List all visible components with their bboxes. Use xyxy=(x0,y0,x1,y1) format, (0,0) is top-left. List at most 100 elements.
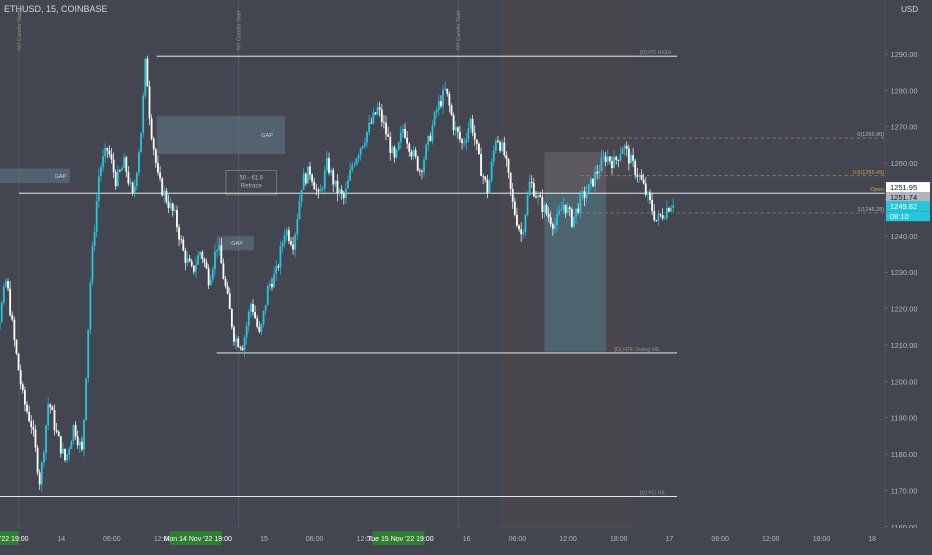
candle-body xyxy=(391,147,393,153)
candle-body xyxy=(22,384,24,390)
candle-body xyxy=(417,157,419,171)
candle-body xyxy=(649,192,651,200)
retrace-label: Retrace xyxy=(241,183,263,189)
candle-body xyxy=(672,205,674,207)
candle-body xyxy=(37,448,39,473)
candle-body xyxy=(138,152,140,173)
candle-body xyxy=(546,205,548,214)
candle-body xyxy=(601,158,603,171)
candle-body xyxy=(140,133,142,152)
session-start-label: NY Candle Start xyxy=(17,10,23,50)
candle-body xyxy=(579,194,581,213)
candle-body xyxy=(573,217,575,227)
candle-body xyxy=(227,286,229,293)
candle-body xyxy=(529,182,531,195)
candle-body xyxy=(123,157,125,168)
candle-body xyxy=(476,140,478,144)
candle-body xyxy=(277,266,279,267)
candle-body xyxy=(77,436,79,445)
candle-body xyxy=(231,309,233,327)
candle-body xyxy=(590,179,592,184)
symbol-title: ETHUSD, 15, COINBASE xyxy=(4,4,108,14)
candle-body xyxy=(429,136,431,141)
candle-body xyxy=(339,190,341,194)
price-label-text: 1249.82 xyxy=(890,202,917,211)
candle-body xyxy=(436,110,438,112)
candle-body xyxy=(569,207,571,209)
candle-body xyxy=(453,115,455,130)
time-tick-label: 18:00 xyxy=(813,536,831,543)
candle-body xyxy=(275,266,277,273)
candle-body xyxy=(626,146,628,149)
candle-body xyxy=(111,154,113,159)
candle-body xyxy=(372,113,374,123)
candle-body xyxy=(400,133,402,143)
candle-body xyxy=(465,139,467,143)
candle-body xyxy=(444,89,446,90)
candle-body xyxy=(172,203,174,211)
candle-body xyxy=(3,287,5,303)
candle-body xyxy=(89,282,91,329)
time-tick-label: 18 xyxy=(868,536,876,543)
candle-body xyxy=(446,89,448,94)
open-label: Open xyxy=(871,187,884,193)
candle-body xyxy=(353,165,355,166)
candle-body xyxy=(641,175,643,180)
gap-label: GAP xyxy=(231,241,243,247)
candle-body xyxy=(584,191,586,198)
candle-body xyxy=(607,157,609,162)
price-label-text: 08:10 xyxy=(890,212,909,221)
candle-body xyxy=(87,330,89,379)
gap-label: GAP xyxy=(261,133,273,139)
candle-body xyxy=(142,96,144,133)
candle-body xyxy=(104,148,106,156)
candle-body xyxy=(586,193,588,198)
candle-body xyxy=(362,146,364,148)
candle-body xyxy=(514,202,516,215)
candle-body xyxy=(480,154,482,176)
candle-body xyxy=(94,232,96,246)
candle-body xyxy=(438,101,440,110)
candle-body xyxy=(520,229,522,234)
candle-body xyxy=(567,207,569,213)
candle-body xyxy=(408,144,410,152)
candle-body xyxy=(155,150,157,163)
price-label-text: 1251.74 xyxy=(890,193,917,202)
candle-body xyxy=(26,405,28,412)
candle-body xyxy=(349,170,351,181)
candle-body xyxy=(174,210,176,211)
candle-body xyxy=(398,142,400,149)
candle-body xyxy=(134,186,136,193)
candle-body xyxy=(144,59,146,96)
candle-body xyxy=(201,252,203,259)
time-tick-label: 06:00 xyxy=(509,536,527,543)
candle-body xyxy=(151,119,153,139)
time-tick-label: 06:00 xyxy=(306,536,324,543)
candle-body xyxy=(358,155,360,158)
candle-body xyxy=(664,218,666,219)
candle-body xyxy=(182,240,184,251)
candle-body xyxy=(92,246,94,282)
candle-body xyxy=(427,136,429,145)
candle-body xyxy=(301,190,303,202)
candle-body xyxy=(163,191,165,196)
candle-body xyxy=(322,188,324,189)
candle-body xyxy=(125,157,127,172)
candle-body xyxy=(157,163,159,173)
candle-body xyxy=(318,190,320,192)
candle-body xyxy=(413,150,415,156)
candle-body xyxy=(315,189,317,190)
price-tick-label: 1210.00 xyxy=(890,341,917,350)
candle-body xyxy=(159,173,161,179)
candle-body xyxy=(248,312,250,326)
candle-body xyxy=(168,202,170,208)
candle-body xyxy=(634,161,636,175)
candle-body xyxy=(191,261,193,265)
candle-body xyxy=(368,123,370,132)
candle-body xyxy=(647,192,649,194)
candle-body xyxy=(425,145,427,160)
candle-body xyxy=(153,139,155,150)
fib-0-label: 0(1266.90) xyxy=(857,132,884,138)
